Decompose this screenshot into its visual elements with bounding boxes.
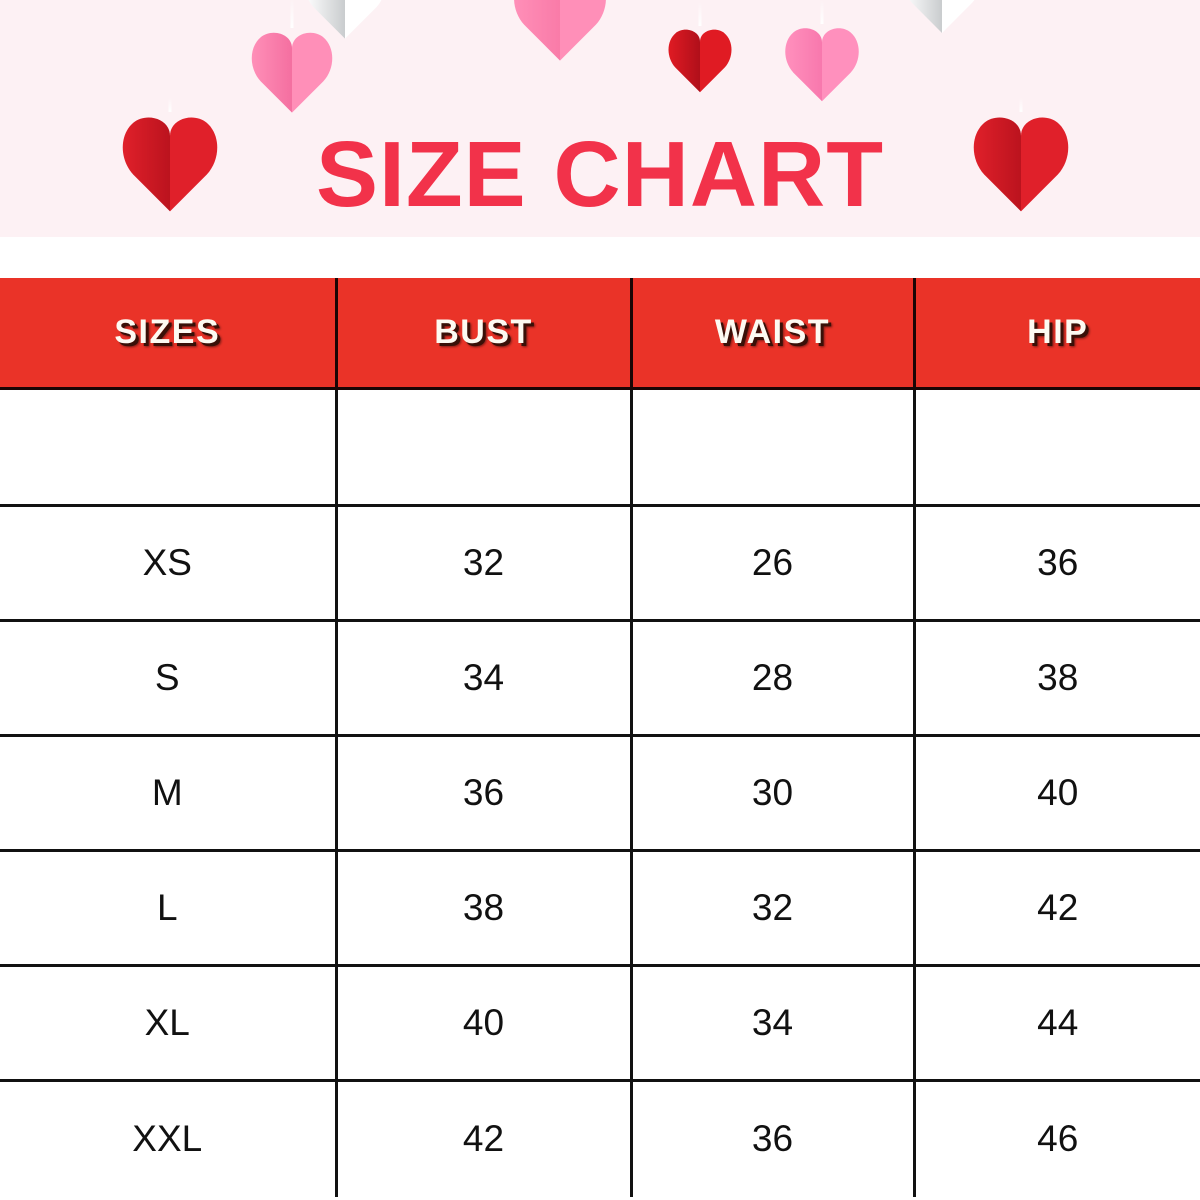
cell-waist: 30 [629,733,916,852]
heart-icon [898,0,986,36]
cell-hip: 46 [912,1078,1200,1197]
decorative-banner: SIZE CHART [0,0,1200,237]
cell-hip: 38 [912,618,1200,737]
cell-bust: 32 [334,503,633,622]
cell-waist: 32 [629,848,916,967]
cell-hip: 40 [912,733,1200,852]
cell-size [0,386,338,507]
cell-bust: 40 [334,963,633,1082]
cell-hip: 42 [912,848,1200,967]
cell-hip: 44 [912,963,1200,1082]
heart-icon [299,0,391,41]
heart-string [290,0,294,28]
heart-string [820,0,824,24]
cell-bust: 36 [334,733,633,852]
table-row: XS 32 26 36 [0,503,1200,622]
table-row: M 36 30 40 [0,733,1200,852]
heart-string [1019,98,1023,112]
heart-icon [664,26,736,94]
cell-bust: 38 [334,848,633,967]
size-table-container: SIZES BUST WAIST HIP XS 32 26 36 S 34 28 38 M 36 3… [0,278,1200,1200]
cell-size: S [0,618,338,737]
size-chart-table: SIZES BUST WAIST HIP XS 32 26 36 S 34 28 38 M 36 3… [0,278,1200,1197]
heart-string [168,98,172,112]
page-title: SIZE CHART [316,122,884,226]
banner-table-divider [0,237,1200,278]
table-spacer-row [0,386,1200,507]
table-row: L 38 32 42 [0,848,1200,967]
table-row: XXL 42 36 46 [0,1078,1200,1197]
cell-size: XXL [0,1078,338,1197]
cell-bust: 34 [334,618,633,737]
table-header-row: SIZES BUST WAIST HIP [0,278,1200,390]
cell-waist [629,386,916,507]
column-header-bust: BUST [334,278,633,390]
cell-hip: 36 [912,503,1200,622]
cell-waist: 34 [629,963,916,1082]
heart-icon [246,28,338,115]
column-header-waist: WAIST [629,278,916,390]
cell-size: XL [0,963,338,1082]
cell-size: M [0,733,338,852]
table-row: XL 40 34 44 [0,963,1200,1082]
table-header: SIZES BUST WAIST HIP [0,278,1200,390]
table-body: XS 32 26 36 S 34 28 38 M 36 30 40 L 38 32 42 XL 40 34 44 XXL… [0,386,1200,1197]
cell-size: L [0,848,338,967]
cell-bust: 42 [334,1078,633,1197]
column-header-sizes: SIZES [0,278,338,390]
cell-waist: 36 [629,1078,916,1197]
heart-icon [508,0,613,64]
cell-hip [912,386,1200,507]
cell-waist: 28 [629,618,916,737]
heart-icon [967,112,1075,215]
heart-string [698,2,702,26]
column-header-hip: HIP [912,278,1200,390]
cell-size: XS [0,503,338,622]
cell-waist: 26 [629,503,916,622]
heart-icon [780,24,864,104]
heart-icon [116,112,224,215]
table-row: S 34 28 38 [0,618,1200,737]
cell-bust [334,386,633,507]
